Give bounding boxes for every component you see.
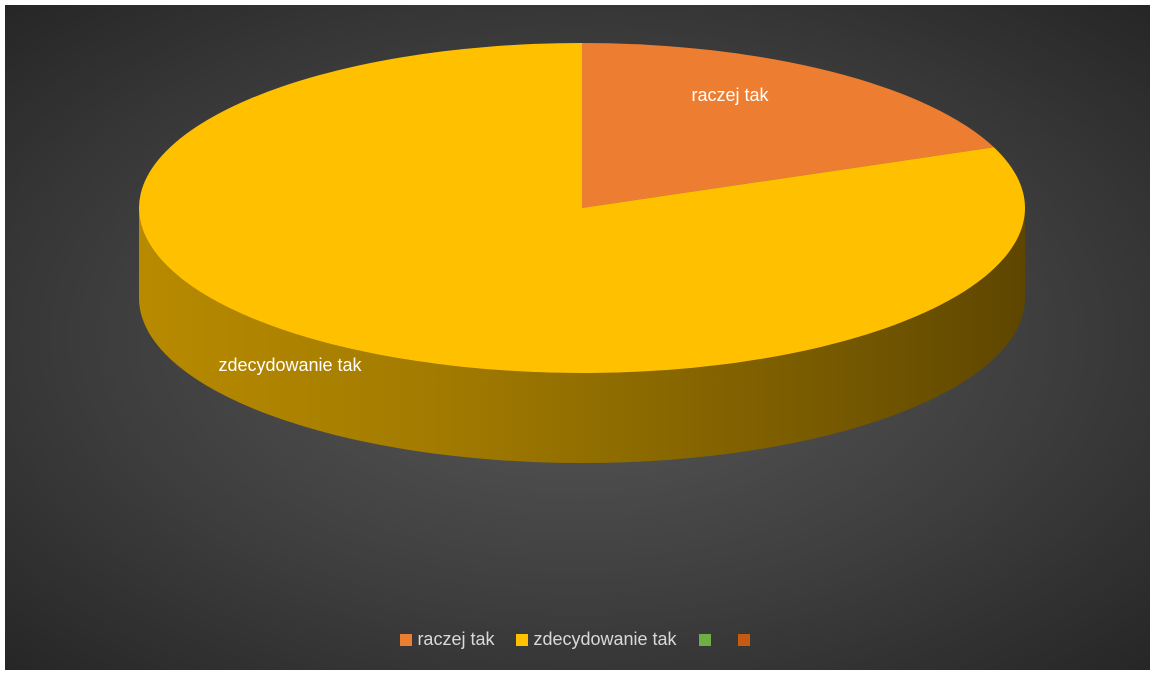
legend-item-raczej-tak: raczej tak — [400, 629, 494, 650]
legend-label: zdecydowanie tak — [533, 629, 677, 649]
legend-item-zdecydowanie-tak: zdecydowanie tak — [516, 629, 677, 650]
pie-slice — [138, 43, 1025, 373]
data-label: zdecydowanie tak — [218, 355, 362, 375]
legend-swatch-orange — [400, 633, 413, 646]
legend-item-empty-green — [698, 633, 716, 646]
pie-side-wall — [139, 208, 1025, 463]
legend-swatch-gold — [516, 633, 529, 646]
chart-legend: raczej tak zdecydowanie tak — [5, 629, 1150, 650]
chart-area: raczej tak zdecydowanie tak raczej tak zd… — [5, 5, 1150, 670]
legend-swatch-brown — [737, 633, 750, 646]
legend-item-empty-brown — [737, 633, 755, 646]
legend-label: raczej tak — [417, 629, 495, 649]
pie-chart: raczej tak zdecydowanie tak — [138, 43, 1025, 463]
legend-swatch-green — [698, 633, 711, 646]
data-label: raczej tak — [691, 85, 769, 105]
pie-slice — [582, 43, 994, 208]
